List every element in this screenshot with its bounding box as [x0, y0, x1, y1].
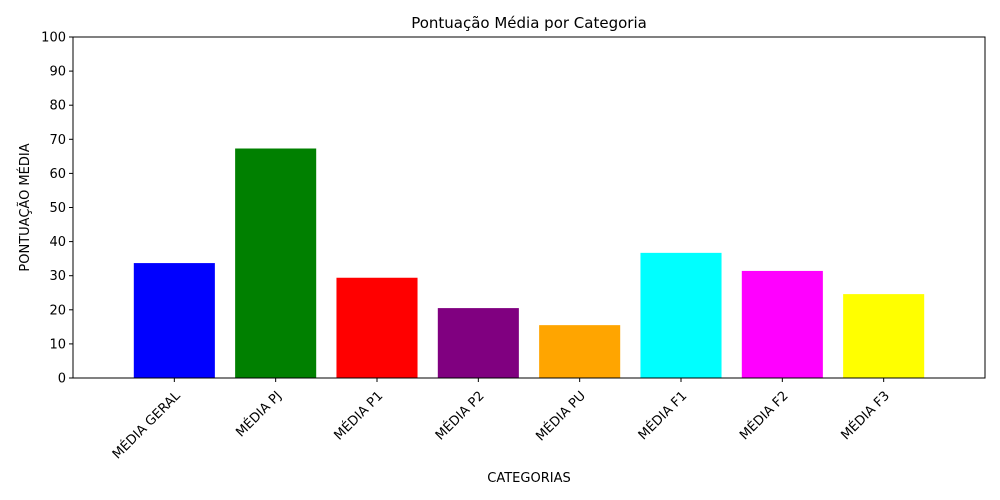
- bars: [133, 148, 925, 378]
- x-axis: MÉDIA GERAL MÉDIA PJ MÉDIA P1 MÉDIA P2 MÉDIA…: [109, 378, 893, 462]
- x-tick-label: MÉDIA F2: [736, 388, 791, 443]
- x-tick-label: MÉDIA PJ: [233, 388, 285, 440]
- y-tick-label: 90: [49, 65, 66, 80]
- plot-frame: [72, 36, 986, 379]
- bar-m-dia-p2: [437, 308, 519, 378]
- y-tick-label: 50: [49, 201, 66, 216]
- y-tick-label: 20: [49, 303, 66, 318]
- x-axis-label: CATEGORIAS: [487, 471, 570, 486]
- y-tick-label: 60: [49, 167, 66, 182]
- bar-m-dia-pj: [235, 148, 317, 378]
- chart-title: Pontuação Média por Categoria: [411, 14, 647, 32]
- y-tick-label: 30: [49, 269, 66, 284]
- bar-m-dia-geral: [133, 263, 215, 378]
- y-axis-label: PONTUAÇÃO MÉDIA: [17, 143, 33, 271]
- x-tick-label: MÉDIA F3: [838, 388, 893, 443]
- y-tick-label: 70: [49, 133, 66, 148]
- y-axis: 0 10 20 30 40 50 60 70 80 90 100: [41, 31, 73, 387]
- bar-m-dia-p1: [336, 277, 418, 378]
- x-tick-label: MÉDIA PU: [533, 388, 589, 444]
- bar-m-dia-f2: [741, 270, 823, 378]
- y-tick-label: 100: [41, 31, 66, 46]
- bar-m-dia-pu: [539, 325, 621, 378]
- y-tick-label: 10: [49, 337, 66, 352]
- x-tick-label: MÉDIA P1: [331, 388, 386, 443]
- x-tick-label: MÉDIA GERAL: [109, 387, 184, 462]
- y-tick-label: 0: [58, 372, 66, 387]
- x-tick-label: MÉDIA P2: [432, 388, 487, 443]
- x-tick-label: MÉDIA F1: [635, 388, 690, 443]
- bar-m-dia-f3: [843, 294, 925, 378]
- y-tick-label: 80: [49, 99, 66, 114]
- y-tick-label: 40: [49, 235, 66, 250]
- bar-m-dia-f1: [640, 252, 722, 378]
